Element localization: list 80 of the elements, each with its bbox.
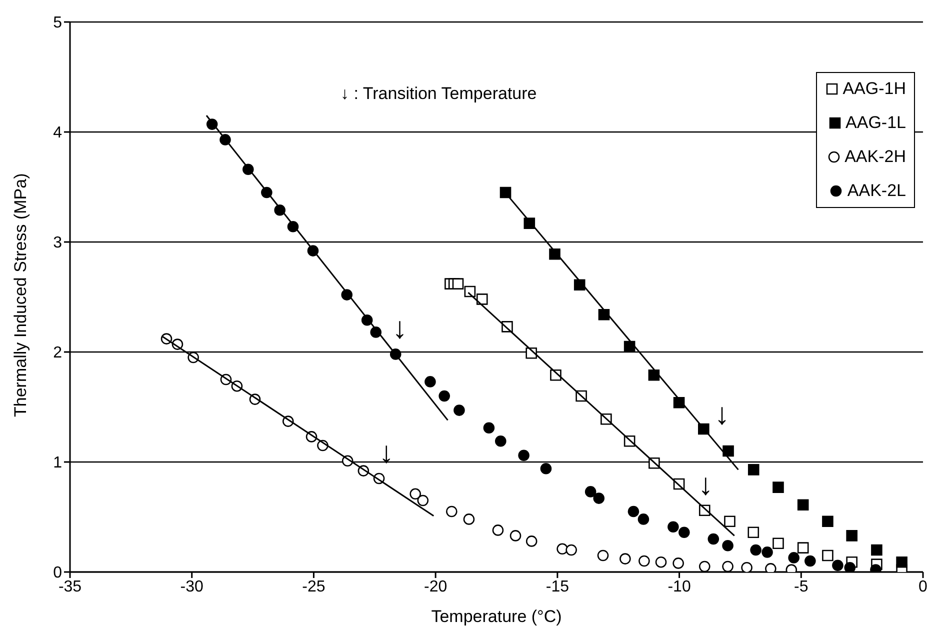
point [871, 544, 882, 556]
x-tick-label: -5 [794, 578, 808, 596]
point [724, 516, 736, 528]
point [648, 369, 660, 381]
point [492, 524, 504, 536]
annotation: ↓ [714, 398, 730, 431]
point [494, 435, 506, 447]
point [628, 506, 640, 518]
x-tick-label: -10 [668, 578, 691, 596]
point [722, 560, 734, 572]
point [638, 555, 650, 567]
legend-label: AAG-1L [846, 113, 906, 133]
point [500, 186, 512, 198]
point [797, 499, 809, 511]
point [668, 521, 679, 533]
point [510, 530, 522, 542]
point [549, 248, 560, 260]
point [797, 542, 809, 554]
y-tick-label: 1 [53, 454, 62, 472]
point [518, 450, 530, 462]
point [597, 550, 609, 562]
point [540, 462, 552, 474]
point [556, 543, 568, 555]
point [896, 556, 908, 568]
point [765, 563, 776, 572]
x-tick-label: -15 [546, 578, 570, 596]
point [476, 294, 488, 305]
annotation: ↓ : Transition Temperature [340, 84, 537, 103]
point [454, 404, 465, 416]
point [788, 552, 800, 564]
legend-label: AAK-2L [847, 181, 906, 201]
point [566, 544, 577, 556]
point [655, 556, 667, 568]
point [772, 482, 784, 493]
point [452, 278, 464, 290]
point [593, 492, 605, 504]
point [483, 422, 495, 434]
point [804, 555, 816, 567]
point [708, 533, 720, 545]
point [424, 376, 436, 388]
point [584, 486, 596, 498]
annotation: ↓ [698, 468, 714, 502]
point [463, 514, 475, 525]
x-tick-label: -30 [180, 578, 204, 596]
legend-label: AAK-2H [844, 147, 906, 167]
point [832, 560, 844, 572]
y-tick-label: 4 [53, 124, 62, 142]
point [844, 562, 856, 572]
point [762, 546, 773, 558]
x-tick-label: 0 [918, 578, 928, 596]
point [722, 540, 734, 552]
point [750, 544, 762, 556]
point [526, 536, 538, 547]
point [620, 553, 631, 564]
x-tick-label: -20 [424, 578, 448, 596]
point [748, 526, 760, 538]
point [822, 550, 834, 562]
point [672, 558, 684, 569]
point [772, 538, 784, 550]
point [741, 562, 752, 572]
legend-label: AAG-1H [842, 79, 906, 99]
y-tick-label: 3 [53, 234, 62, 252]
point [822, 516, 834, 528]
point [698, 560, 710, 572]
y-tick-label: 2 [53, 344, 62, 362]
point [748, 464, 760, 476]
point [846, 530, 858, 542]
point [574, 279, 586, 291]
point [722, 445, 734, 457]
x-tick-label: -25 [302, 578, 326, 596]
annotation: ↓ [392, 312, 408, 346]
point [678, 526, 690, 538]
y-tick-label: 5 [53, 14, 62, 32]
y-axis-title: Thermally Induced Stress (MPa) [11, 173, 30, 417]
point [410, 488, 421, 500]
x-axis-title: Temperature (°C) [431, 607, 562, 626]
point [438, 390, 450, 402]
point [446, 506, 458, 518]
point [638, 514, 650, 525]
point [417, 494, 429, 506]
